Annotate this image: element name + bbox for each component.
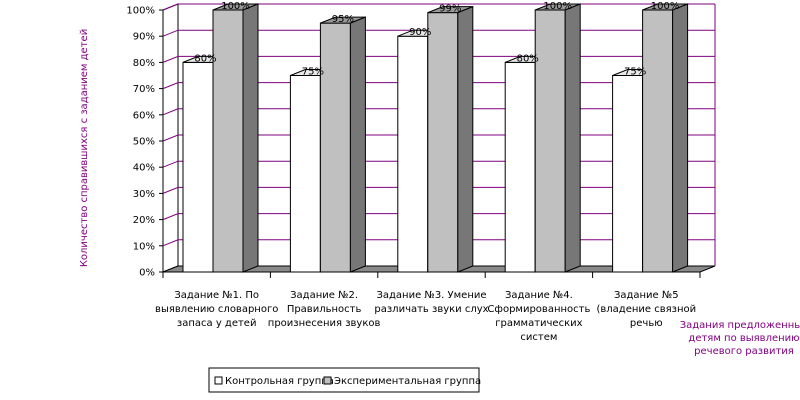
data-label: 99% (439, 4, 461, 15)
data-labels: 80% 100% 75% 95% 90% 99% 80% 100% 75% 100% (194, 1, 679, 78)
category-label-line: выявлению словарного (155, 304, 278, 315)
bar-front (504, 61, 536, 273)
gridline (162, 3, 715, 11)
category-label-line: Задание №5 (614, 290, 679, 301)
bar (319, 16, 366, 273)
y-tick-label: 20% (133, 215, 155, 226)
y-tick-label: 30% (133, 189, 155, 200)
category-label-line: Сформированность (487, 304, 590, 315)
data-label: 75% (302, 67, 324, 78)
category-label-line: речью (630, 318, 663, 329)
data-label: 100% (651, 1, 680, 12)
bar-front (212, 9, 244, 273)
category-label-line: Правильность (287, 304, 362, 315)
bar-side (349, 16, 366, 273)
bar-front (642, 9, 674, 273)
data-label: 100% (543, 1, 572, 12)
legend-swatch-experimental (323, 376, 332, 385)
category-label: Задание №2. Правильность произнесения звук… (268, 290, 381, 329)
bar-side (242, 3, 259, 273)
category-label: Задание №4. Сформированность грамматически… (487, 290, 590, 343)
legend-label-control: Контрольная группа (225, 376, 334, 387)
legend-swatch-control (214, 376, 223, 385)
y-tick-label: 40% (133, 163, 155, 174)
y-tick-label: 90% (133, 32, 155, 43)
data-label: 75% (624, 67, 646, 78)
bar-front (289, 75, 321, 273)
category-label-line: Задание №1. По (174, 290, 259, 301)
data-label: 100% (221, 1, 250, 12)
bar (427, 5, 474, 273)
data-label: 80% (194, 53, 216, 64)
bar-side (672, 3, 689, 273)
bar-front (182, 61, 214, 273)
y-tick-label: 70% (133, 84, 155, 95)
data-label: 95% (332, 14, 354, 25)
legend: Контрольная группа Экспериментальная гру… (208, 367, 481, 393)
y-tick-label: 0% (139, 268, 155, 279)
category-label-line: систем (520, 332, 557, 343)
x-axis-label: Задания предложенные детям по выявлению ре… (680, 320, 800, 357)
bar-side (564, 3, 581, 273)
y-tick-label: 60% (133, 110, 155, 121)
bar-front (534, 9, 566, 273)
x-axis-label-line: Задания предложенные (680, 320, 800, 331)
data-label: 90% (409, 27, 431, 38)
category-label: Задание №1. По выявлению словарного запаса… (155, 290, 278, 329)
y-tick-label: 10% (133, 241, 155, 252)
category-label-line: Задание №2. (290, 290, 358, 301)
x-axis-label-text: Задания предложенные детям по выявлению ре… (680, 320, 800, 357)
category-label-line: произнесения звуков (268, 318, 381, 329)
bar-front (319, 22, 351, 273)
bars (182, 3, 689, 273)
legend-label-experimental: Экспериментальная группа (334, 376, 481, 387)
y-tick-labels: 0% 10% 20% 30% 40% 50% 60% 70% 80% 90% 100% (126, 6, 163, 279)
x-axis-label-line: речевого развития (694, 346, 794, 357)
bar (534, 3, 581, 273)
category-label-line: различать звуки слух (374, 304, 488, 315)
y-axis-label: Количество справившихся с заданием детей (79, 29, 90, 267)
bar-front (397, 35, 429, 273)
category-label: Задание №3. Умение различать звуки слух (374, 290, 488, 315)
data-label: 80% (517, 53, 539, 64)
bar-side (457, 5, 474, 273)
category-label-line: (владение связной (596, 304, 696, 315)
bar (212, 3, 259, 273)
category-label-line: Задание №4. (505, 290, 573, 301)
y-tick-label: 80% (133, 58, 155, 69)
category-label: Задание №5 (владение связной речью (596, 290, 696, 329)
category-label-line: запаса у детей (177, 318, 257, 329)
x-axis-label-line: детям по выявлению (688, 333, 799, 344)
y-tick-label: 50% (133, 137, 155, 148)
bar (642, 3, 689, 273)
category-label-line: грамматических (495, 318, 582, 329)
category-labels: Задание №1. По выявлению словарного запаса… (155, 290, 696, 343)
category-label-line: Задание №3. Умение (376, 290, 486, 301)
bar-front (427, 12, 459, 273)
bar-front (612, 75, 644, 273)
y-tick-label: 100% (126, 6, 155, 17)
